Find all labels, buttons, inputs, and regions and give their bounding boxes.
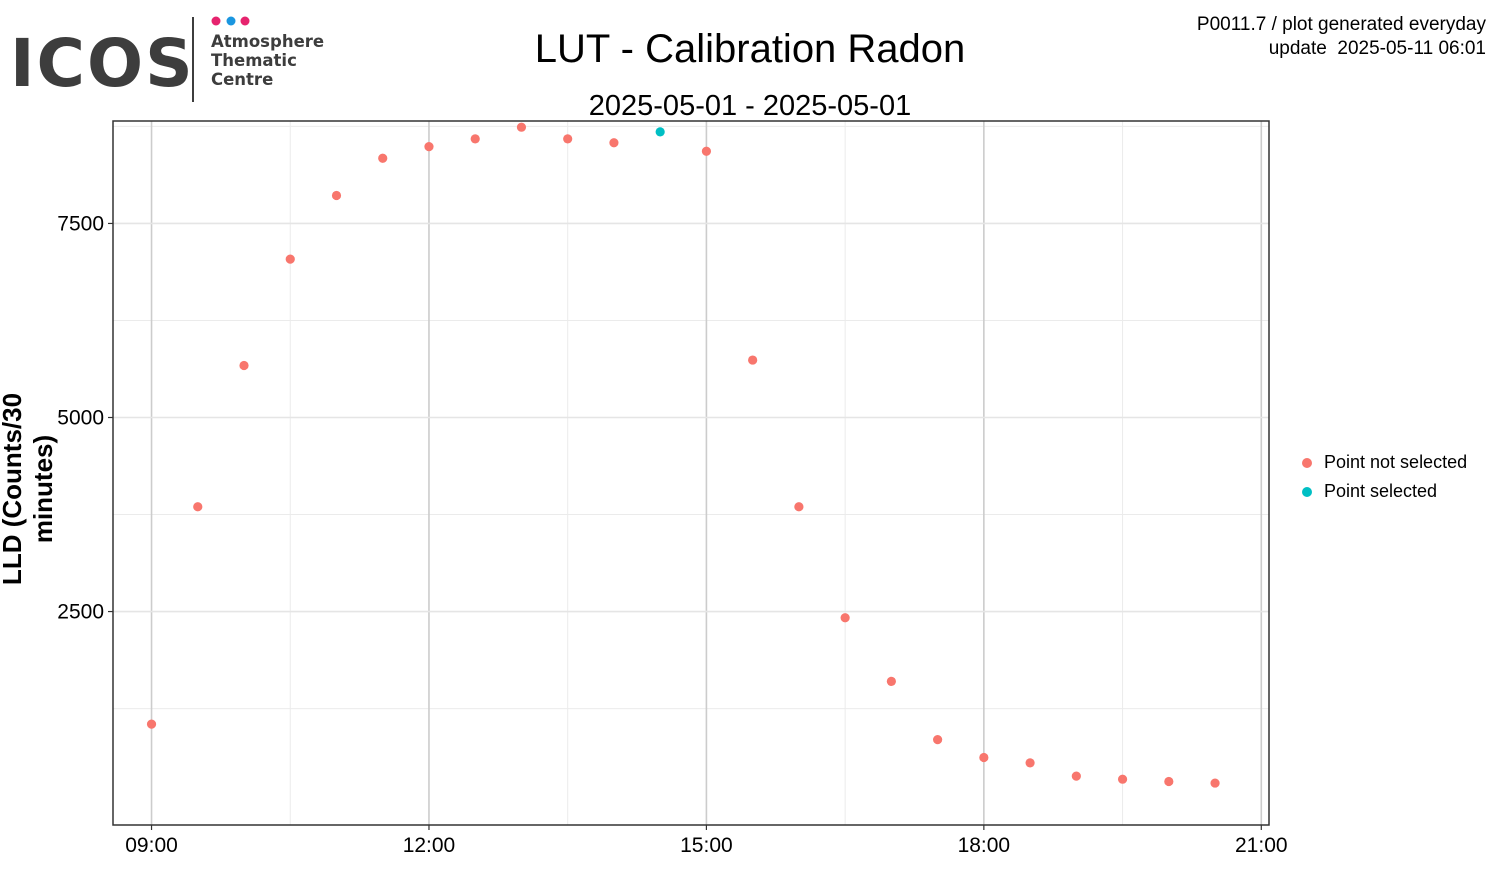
logo-line1: Atmosphere <box>211 32 324 51</box>
data-point-not-selected <box>146 719 157 729</box>
logo-dot-3 <box>240 16 250 26</box>
icos-logo: ICOS Atmosphere Thematic Centre <box>10 16 324 102</box>
data-point-not-selected <box>840 613 850 623</box>
data-point-not-selected <box>1210 778 1220 788</box>
x-tick-label: 15:00 <box>680 834 733 857</box>
data-point-not-selected <box>979 752 989 763</box>
data-point-not-selected <box>470 134 480 144</box>
logo-wordmark: ICOS <box>10 25 195 102</box>
plot-panel <box>112 120 1270 826</box>
data-point-selected <box>655 127 665 137</box>
data-point-not-selected <box>933 735 943 745</box>
chart-subtitle: 2025-05-01 - 2025-05-01 <box>588 90 912 122</box>
data-point-not-selected <box>1117 774 1128 784</box>
data-point-not-selected <box>794 502 804 512</box>
logo-line2: Thematic <box>211 51 297 70</box>
legend-swatch-not-selected <box>1302 457 1312 468</box>
logo-dot-2 <box>226 16 236 26</box>
y-tick-label: 5000 <box>57 407 104 430</box>
data-point-not-selected <box>1071 771 1081 781</box>
data-point-not-selected <box>285 254 295 264</box>
data-point-not-selected <box>748 355 758 365</box>
plot-meta: P0011.7 / plot generated everyday update… <box>1197 13 1486 61</box>
logo-dot-1 <box>211 16 221 26</box>
data-point-not-selected <box>193 502 203 512</box>
data-point-not-selected <box>378 153 388 163</box>
legend: Point not selected Point selected <box>1300 448 1467 506</box>
x-tick-label: 09:00 <box>125 834 178 857</box>
data-point-not-selected <box>331 190 342 201</box>
x-tick-label: 21:00 <box>1235 834 1288 857</box>
data-point-not-selected <box>701 146 712 156</box>
chart-title: LUT - Calibration Radon <box>534 27 966 71</box>
y-tick-label: 2500 <box>57 601 104 624</box>
meta-line-2: update 2025-05-11 06:01 <box>1268 38 1486 59</box>
legend-item-not-selected: Point not selected <box>1300 448 1467 477</box>
logo-line3: Centre <box>211 70 273 89</box>
data-point-not-selected <box>1164 776 1174 787</box>
legend-label-selected: Point selected <box>1324 481 1438 501</box>
data-point-not-selected <box>609 138 619 148</box>
legend-label-not-selected: Point not selected <box>1324 452 1468 472</box>
y-tick-label: 7500 <box>57 212 104 235</box>
data-point-not-selected <box>516 122 527 132</box>
legend-item-selected: Point selected <box>1300 477 1467 506</box>
data-point-not-selected <box>1025 758 1035 768</box>
data-point-not-selected <box>563 134 573 144</box>
meta-line-1: P0011.7 / plot generated everyday <box>1196 14 1486 35</box>
data-point-not-selected <box>424 142 434 152</box>
data-point-not-selected <box>886 676 896 687</box>
legend-swatch-selected <box>1302 486 1312 497</box>
data-point-not-selected <box>239 360 249 371</box>
x-tick-label: 18:00 <box>958 834 1011 857</box>
x-tick-label: 12:00 <box>403 834 456 857</box>
